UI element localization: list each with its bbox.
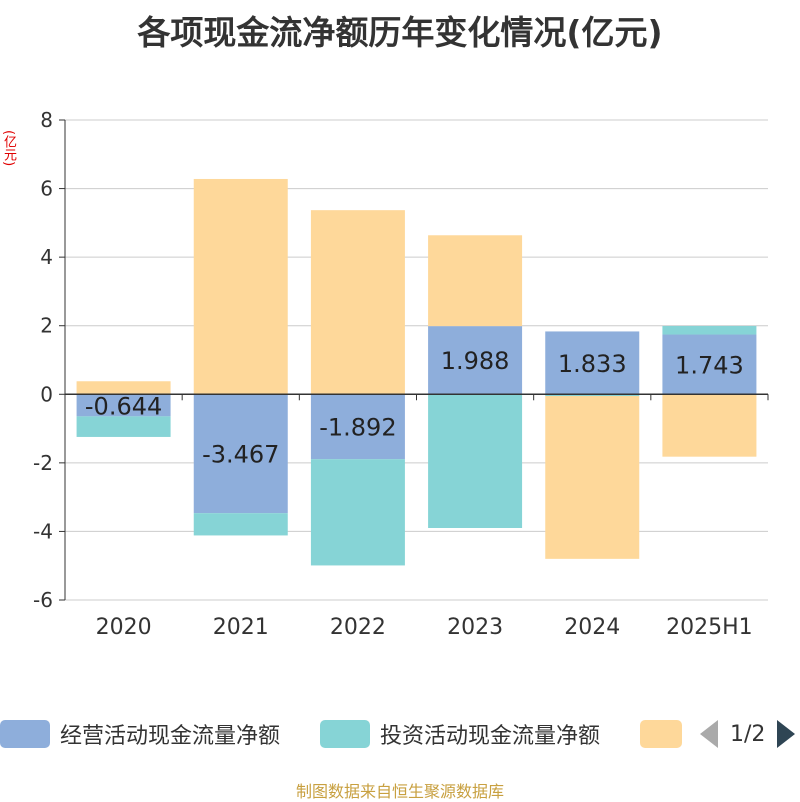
y-tick-label: -4	[33, 519, 53, 543]
data-label: 1.833	[558, 350, 627, 378]
data-label: -0.644	[85, 392, 162, 420]
bar-segment	[193, 513, 288, 536]
bar-segment	[662, 334, 757, 395]
legend-item-operating[interactable]: 经营活动现金流量净额	[0, 716, 280, 752]
bar-segment	[428, 394, 523, 528]
y-tick-label: 0	[40, 382, 53, 406]
bar-segment	[310, 394, 405, 460]
x-tick-label: 2024	[564, 615, 620, 640]
x-tick-label: 2022	[330, 615, 386, 640]
data-label: -3.467	[202, 441, 279, 469]
legend-item-third[interactable]	[640, 716, 682, 752]
y-tick-label: -2	[33, 451, 53, 475]
x-tick-label: 2021	[213, 615, 269, 640]
bar-segment	[193, 178, 288, 395]
x-tick-label: 2020	[96, 615, 152, 640]
legend-swatch-third	[640, 720, 682, 748]
legend-label-investing: 投资活动现金流量净额	[380, 724, 601, 749]
legend: 经营活动现金流量净额 投资活动现金流量净额 1/2	[0, 716, 800, 752]
legend-page-indicator: 1/2	[730, 721, 766, 747]
bar-segment	[310, 459, 405, 566]
chevron-left-icon[interactable]	[700, 720, 718, 748]
x-tick-label: 2023	[447, 615, 503, 640]
stacked-bar-chart: -6 -4 -2 0 2 4 6 8 -0.644 -3.467 -1.892 1.988 1.833 1…	[33, 108, 769, 640]
y-axis-unit: (亿元)	[1, 130, 16, 167]
bar-segment	[428, 235, 523, 327]
legend-pager: 1/2	[700, 716, 796, 752]
bar-segment	[545, 396, 640, 559]
bar-segment	[545, 394, 640, 396]
legend-swatch-operating	[0, 720, 50, 748]
chart-title: 各项现金流净额历年变化情况(亿元)	[137, 13, 663, 52]
source-note: 制图数据来自恒生聚源数据库	[295, 782, 504, 801]
y-tick-label: -6	[33, 588, 53, 612]
bar-segment	[545, 331, 640, 395]
y-tick-label: 6	[40, 177, 53, 201]
data-label: 1.988	[441, 347, 510, 375]
chevron-right-icon[interactable]	[777, 720, 796, 748]
bar-segment	[76, 381, 171, 395]
bar-segment	[310, 210, 405, 395]
y-tick-label: 2	[40, 314, 53, 338]
bar-segment	[76, 416, 171, 437]
x-tick-label: 2025H1	[666, 615, 753, 640]
data-label: 1.743	[675, 351, 744, 379]
bar-segment	[662, 325, 757, 335]
y-tick-label: 8	[40, 108, 53, 132]
legend-item-investing[interactable]: 投资活动现金流量净额	[320, 716, 600, 752]
bar-segment	[76, 394, 171, 417]
data-label: -1.892	[319, 414, 396, 442]
bar-segment	[662, 394, 757, 457]
legend-label-operating: 经营活动现金流量净额	[60, 724, 281, 749]
bar-segment	[193, 394, 288, 514]
bar-segment	[428, 326, 523, 395]
legend-swatch-investing	[320, 720, 370, 748]
y-tick-label: 4	[40, 245, 53, 269]
